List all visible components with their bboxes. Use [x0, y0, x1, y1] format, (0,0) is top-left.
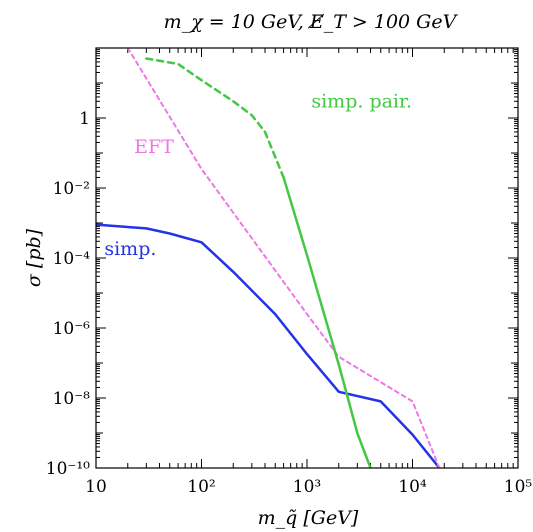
y-tick-label: 10⁻⁴	[53, 249, 91, 269]
y-axis-title: σ [pb]	[23, 228, 45, 287]
y-tick-label: 10⁻⁸	[53, 389, 91, 409]
series-line-eft	[126, 48, 441, 468]
x-tick-label: 10²	[187, 477, 215, 497]
annotation-label: simp. pair.	[311, 90, 412, 112]
annotation-label: EFT	[134, 136, 174, 158]
plot-frame	[95, 47, 519, 469]
y-tick-label: 10⁻⁶	[53, 319, 91, 339]
x-axis-title: m_q̃ [GeV]	[258, 507, 359, 529]
y-tick-label: 1	[79, 109, 90, 129]
x-tick-label: 10⁵	[504, 477, 533, 497]
series-line-simp-pair	[282, 176, 372, 468]
x-tick-label: 10	[85, 477, 107, 497]
y-tick-label: 10⁻¹⁰	[46, 459, 90, 479]
annotation-label: simp.	[104, 238, 156, 260]
x-tick-label: 10³	[293, 477, 321, 497]
series-line-simp	[96, 223, 441, 468]
chart-title: m_χ = 10 GeV, E̸_T > 100 GeV	[164, 11, 459, 33]
x-tick-label: 10⁴	[398, 477, 427, 497]
y-tick-label: 10⁻²	[53, 179, 90, 199]
series-line-simp-pair	[145, 57, 285, 179]
